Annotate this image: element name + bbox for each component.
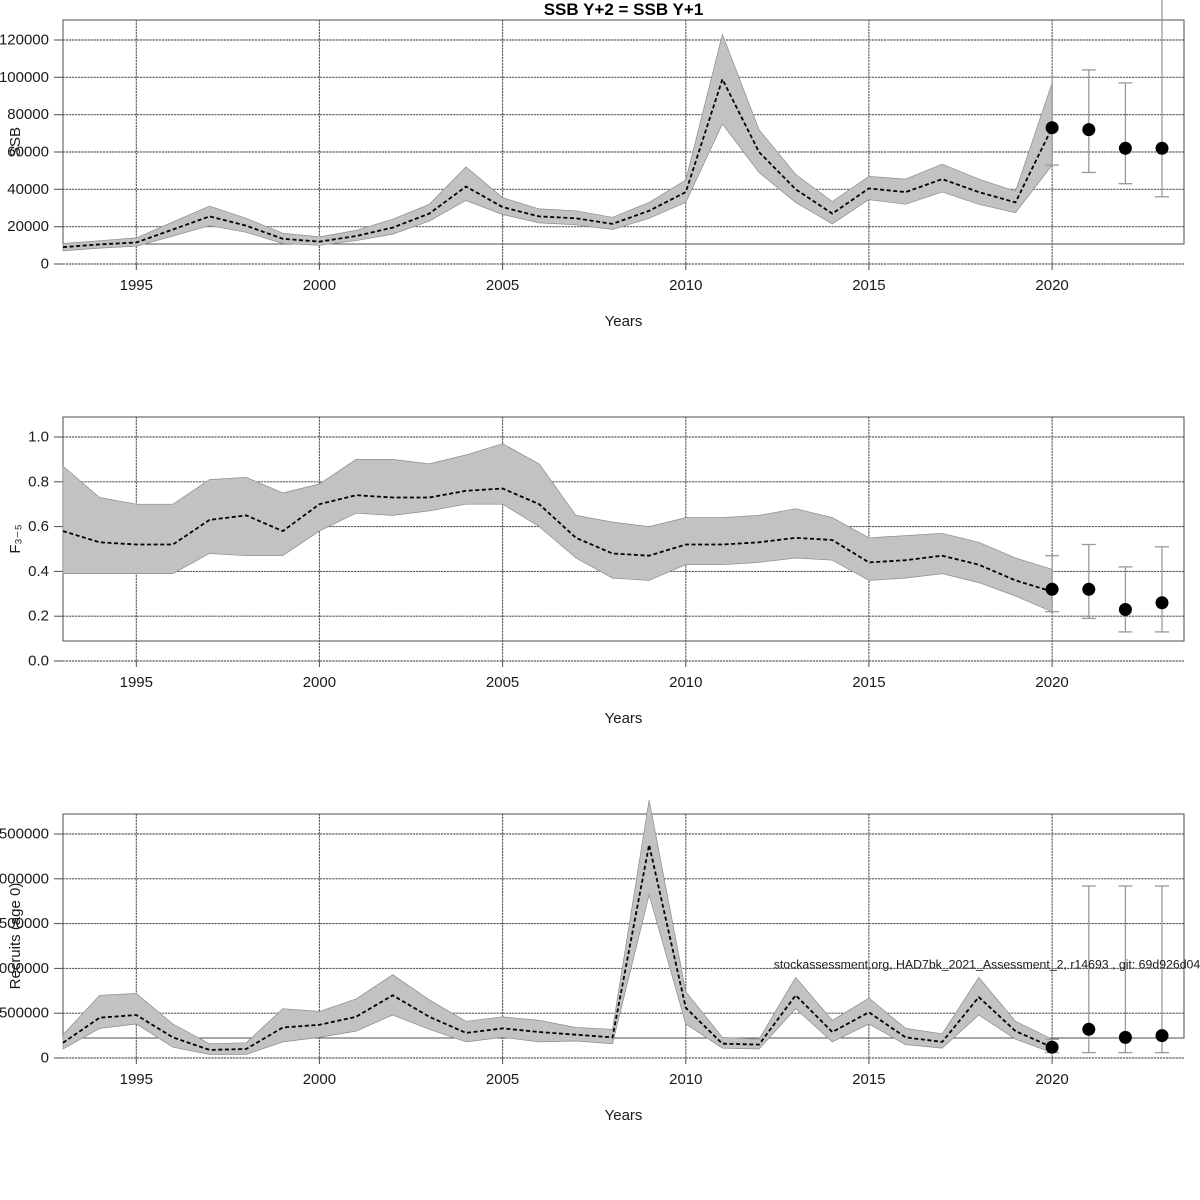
svg-text:100000: 100000 [0, 69, 49, 86]
svg-text:0: 0 [41, 1050, 49, 1067]
svg-text:2015: 2015 [852, 1071, 885, 1088]
svg-text:120000: 120000 [0, 32, 49, 49]
svg-text:2015: 2015 [852, 277, 885, 294]
svg-text:2010: 2010 [669, 674, 702, 691]
svg-text:0.4: 0.4 [28, 563, 49, 580]
svg-text:2500000: 2500000 [0, 826, 49, 843]
svg-text:1995: 1995 [120, 674, 153, 691]
svg-text:0.0: 0.0 [28, 653, 49, 670]
svg-text:20000: 20000 [7, 218, 49, 235]
svg-text:2020: 2020 [1035, 674, 1068, 691]
svg-text:Years: Years [605, 710, 643, 726]
svg-text:2000: 2000 [303, 1071, 336, 1088]
svg-text:0: 0 [41, 256, 49, 273]
svg-text:2000: 2000 [303, 277, 336, 294]
svg-text:F₃₋₅: F₃₋₅ [7, 524, 24, 553]
svg-text:1995: 1995 [120, 277, 153, 294]
svg-text:500000: 500000 [0, 1005, 49, 1022]
svg-text:2005: 2005 [486, 277, 519, 294]
svg-text:80000: 80000 [7, 106, 49, 123]
svg-text:2005: 2005 [486, 674, 519, 691]
svg-text:0.2: 0.2 [28, 608, 49, 625]
svg-text:2010: 2010 [669, 277, 702, 294]
svg-text:Years: Years [605, 1107, 643, 1123]
svg-text:Recruits (age 0): Recruits (age 0) [7, 883, 24, 990]
svg-text:0.8: 0.8 [28, 473, 49, 490]
svg-text:2015: 2015 [852, 674, 885, 691]
svg-text:2020: 2020 [1035, 1071, 1068, 1088]
svg-text:1995: 1995 [120, 1071, 153, 1088]
svg-text:0.6: 0.6 [28, 518, 49, 535]
svg-text:40000: 40000 [7, 181, 49, 198]
svg-text:1.0: 1.0 [28, 429, 49, 446]
svg-text:2000: 2000 [303, 674, 336, 691]
svg-text:2005: 2005 [486, 1071, 519, 1088]
svg-text:SSB Y+2 = SSB Y+1: SSB Y+2 = SSB Y+1 [544, 0, 704, 19]
svg-text:2010: 2010 [669, 1071, 702, 1088]
svg-text:stockassessment.org, HAD7bk_20: stockassessment.org, HAD7bk_2021_Assessm… [774, 957, 1200, 971]
svg-text:2020: 2020 [1035, 277, 1068, 294]
svg-text:Years: Years [605, 313, 643, 329]
svg-text:SSB: SSB [7, 127, 24, 157]
